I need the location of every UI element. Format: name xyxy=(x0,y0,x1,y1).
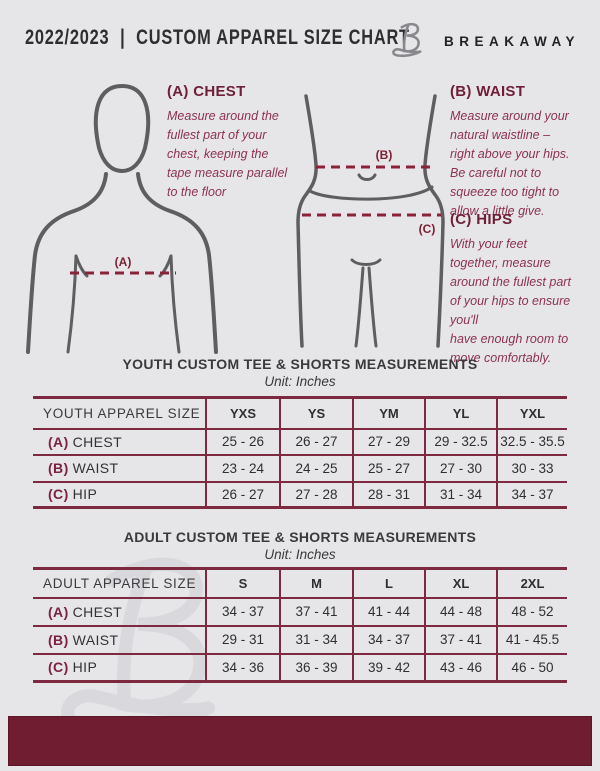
size-range-cell: 29 - 32.5 xyxy=(424,428,497,456)
hips-mark-label: (C) xyxy=(419,222,436,236)
size-range-cell: 24 - 25 xyxy=(279,454,353,483)
size-range-cell: 44 - 48 xyxy=(424,597,497,627)
size-range-cell: 46 - 50 xyxy=(496,653,567,682)
size-range-cell: 36 - 39 xyxy=(279,653,353,682)
size-range-cell: 31 - 34 xyxy=(279,625,353,655)
table-row: (B) WAIST 23 - 24 24 - 25 25 - 27 27 - 30… xyxy=(33,454,567,483)
size-range-cell: 31 - 34 xyxy=(424,481,497,508)
chest-mark-label: (A) xyxy=(115,255,132,269)
column-header: YXL xyxy=(496,397,567,430)
size-range-cell: 27 - 30 xyxy=(424,454,497,483)
table-header-row: YOUTH APPAREL SIZE YXS YS YM YL YXL xyxy=(33,397,567,430)
size-range-cell: 39 - 42 xyxy=(352,653,425,682)
column-header: ADULT APPAREL SIZE xyxy=(33,568,206,599)
size-range-cell: 32.5 - 35.5 xyxy=(496,428,567,456)
adult-table-title: ADULT CUSTOM TEE & SHORTS MEASUREMENTS xyxy=(123,529,477,545)
row-label: (A) CHEST xyxy=(33,597,206,627)
size-range-cell: 34 - 36 xyxy=(205,653,280,682)
row-name: CHEST xyxy=(72,603,123,620)
size-range-cell: 37 - 41 xyxy=(424,625,497,655)
size-range-cell: 43 - 46 xyxy=(424,653,497,682)
row-name: HIP xyxy=(72,659,98,676)
size-range-cell: 29 - 31 xyxy=(205,625,280,655)
size-range-cell: 27 - 28 xyxy=(279,481,353,508)
column-header: XL xyxy=(424,568,497,599)
row-prefix: (A) xyxy=(48,603,69,620)
table-row: (B) WAIST 29 - 31 31 - 34 34 - 37 37 - 41… xyxy=(33,625,567,655)
size-range-cell: 34 - 37 xyxy=(352,625,425,655)
size-range-cell: 30 - 33 xyxy=(496,454,567,483)
column-header: YOUTH APPAREL SIZE xyxy=(33,397,206,430)
row-label: (C) HIP xyxy=(33,654,206,682)
row-prefix: (B) xyxy=(48,460,69,476)
column-header: S xyxy=(205,568,280,599)
guide-body-hips: With your feet together, measure around … xyxy=(450,237,571,365)
waist-mark-label: (B) xyxy=(376,148,393,162)
adult-size-table: ADULT APPAREL SIZE S M L XL 2XL (A) CHEST… xyxy=(33,567,567,683)
brand-logo-group: BREAKAWAY xyxy=(390,20,580,58)
guide-body-chest: Measure around the fullest part of your … xyxy=(167,109,288,199)
row-prefix: (A) xyxy=(48,433,69,450)
size-range-cell: 48 - 52 xyxy=(496,597,567,627)
column-header: YM xyxy=(352,397,425,430)
guide-section-hips: (C) HIPS With your feet together, measur… xyxy=(450,211,600,368)
row-label: (C) HIP xyxy=(33,482,206,508)
table-row: (C) HIP 34 - 36 36 - 39 39 - 42 43 - 46 4… xyxy=(33,653,567,682)
size-range-cell: 28 - 31 xyxy=(352,481,425,508)
size-range-cell: 26 - 27 xyxy=(205,481,280,508)
guide-heading-waist: (B) WAIST xyxy=(450,83,526,100)
column-header: 2XL xyxy=(496,568,567,599)
row-label: (B) WAIST xyxy=(33,625,206,655)
size-range-cell: 25 - 26 xyxy=(205,428,280,456)
size-range-cell: 34 - 37 xyxy=(496,481,567,508)
table-row: (A) CHEST 25 - 26 26 - 27 27 - 29 29 - 32… xyxy=(33,428,567,456)
column-header: L xyxy=(352,568,425,599)
guide-body-waist: Measure around your natural waistline – … xyxy=(450,109,570,218)
row-name: CHEST xyxy=(72,433,123,450)
youth-table-title: YOUTH CUSTOM TEE & SHORTS MEASUREMENTS xyxy=(122,356,478,372)
row-name: WAIST xyxy=(72,631,119,648)
table-header-row: ADULT APPAREL SIZE S M L XL 2XL xyxy=(33,568,567,599)
size-range-cell: 26 - 27 xyxy=(279,428,353,456)
guide-heading-hips: (C) HIPS xyxy=(450,211,513,228)
brand-name: BREAKAWAY xyxy=(443,33,580,49)
table-row: (C) HIP 26 - 27 27 - 28 28 - 31 31 - 34 3… xyxy=(33,481,567,508)
body-measurement-illustration: (A) (B) (C) xyxy=(26,83,445,354)
row-prefix: (C) xyxy=(48,486,69,503)
table-row: (A) CHEST 34 - 37 37 - 41 41 - 44 44 - 48… xyxy=(33,597,567,627)
size-range-cell: 41 - 44 xyxy=(352,597,425,627)
adult-table-unit: Unit: Inches xyxy=(264,547,336,562)
footer-accent-bar xyxy=(8,716,592,766)
guide-section-waist: (B) WAIST Measure around your natural wa… xyxy=(450,83,596,221)
size-range-cell: 34 - 37 xyxy=(205,597,280,627)
youth-table-unit: Unit: Inches xyxy=(264,374,336,389)
size-range-cell: 23 - 24 xyxy=(205,454,280,483)
row-prefix: (C) xyxy=(48,659,69,676)
column-header: YS xyxy=(279,397,353,430)
size-range-cell: 37 - 41 xyxy=(279,597,353,627)
column-header: YXS xyxy=(205,397,280,430)
column-header: YL xyxy=(424,397,497,430)
row-name: HIP xyxy=(72,486,98,503)
size-range-cell: 41 - 45.5 xyxy=(496,625,567,655)
guide-heading-chest: (A) CHEST xyxy=(167,83,246,100)
row-prefix: (B) xyxy=(48,631,69,648)
page-title: 2022/2023 | CUSTOM APPAREL SIZE CHART xyxy=(25,26,410,49)
size-range-cell: 27 - 29 xyxy=(352,428,425,456)
row-label: (B) WAIST xyxy=(33,454,206,483)
guide-section-chest: (A) CHEST Measure around the fullest par… xyxy=(167,83,301,202)
row-label: (A) CHEST xyxy=(33,428,206,456)
column-header: M xyxy=(279,568,353,599)
youth-size-table: YOUTH APPAREL SIZE YXS YS YM YL YXL (A) C… xyxy=(33,396,567,509)
size-range-cell: 25 - 27 xyxy=(352,454,425,483)
row-name: WAIST xyxy=(72,460,119,476)
